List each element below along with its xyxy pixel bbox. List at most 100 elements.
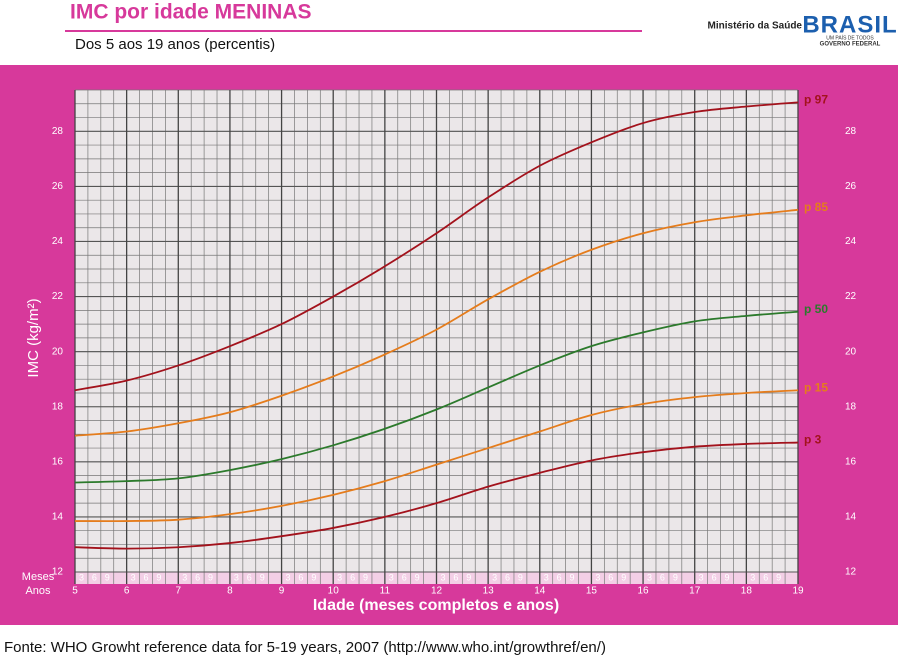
legend-label: p 97 [804,93,828,107]
month-label: 3 [286,572,291,582]
month-label: 9 [570,572,575,582]
percentile-line [74,208,799,437]
x-tick-label: 13 [483,586,495,597]
month-label: 9 [776,572,781,582]
logo-slogan: UM PAÍS DE TODOS [826,34,874,41]
y-tick-label-right: 14 [845,512,857,523]
x-tick-label: 19 [792,586,804,597]
month-label: 3 [389,572,394,582]
x-tick-label: 17 [689,586,701,597]
month-label: 9 [518,572,523,582]
x-tick-label: 5 [72,586,78,597]
month-label: 9 [311,572,316,582]
y-tick-label-right: 28 [845,126,857,137]
month-label: 3 [492,572,497,582]
month-label: 3 [234,572,239,582]
legend-label: p 15 [804,380,828,394]
y-axis-label: IMC (kg/m²) [25,298,42,377]
x-tick-label: 10 [328,586,340,597]
month-label: 6 [92,572,97,582]
legend-label: p 85 [804,200,828,214]
y-tick-label: 14 [52,512,64,523]
month-label: 9 [156,572,161,582]
month-label: 9 [621,572,626,582]
chart-subtitle: Dos 5 aos 19 anos (percentis) [75,36,275,53]
month-label: 3 [544,572,549,582]
month-label: 6 [505,572,510,582]
month-label: 3 [699,572,704,582]
year-row-label: Anos [25,585,51,597]
marks: p 97 p 85 p 50 p 15 p 3 [74,93,828,550]
logo-government: GOVERNO FEDERAL [820,42,881,48]
percentile-line [74,310,799,484]
month-label: 9 [466,572,471,582]
month-label: 9 [363,572,368,582]
month-label: 3 [647,572,652,582]
month-label: 3 [131,572,136,582]
y-tick-label: 20 [52,346,64,357]
y-tick-label: 24 [52,236,64,247]
x-tick-label: 12 [431,586,443,597]
month-label: 3 [440,572,445,582]
x-tick-label: 7 [176,586,182,597]
logo-brand: BRASIL [802,11,897,38]
month-label: 6 [712,572,717,582]
month-label: 9 [673,572,678,582]
month-label: 6 [350,572,355,582]
month-row-label: Meses [22,571,55,583]
month-label: 9 [724,572,729,582]
y-tick-label-right: 20 [845,346,857,357]
month-label: 3 [750,572,755,582]
y-tick-label-right: 18 [845,401,857,412]
month-label: 3 [182,572,187,582]
y-tick-label-right: 26 [845,181,857,192]
month-label: 9 [208,572,213,582]
month-label: 6 [608,572,613,582]
x-tick-label: 16 [638,586,650,597]
x-tick-label: 18 [741,586,753,597]
month-label: 6 [195,572,200,582]
x-tick-label: 6 [124,586,130,597]
legend-label: p 3 [804,433,822,447]
month-label: 6 [557,572,562,582]
y-tick-label: 22 [52,291,64,302]
x-tick-label: 11 [380,586,391,597]
y-tick-label: 12 [52,567,64,578]
x-tick-label: 15 [586,586,598,597]
month-label: 6 [660,572,665,582]
y-tick-label-right: 24 [845,236,857,247]
month-label: 3 [337,572,342,582]
y-tick-label: 16 [52,456,64,467]
month-label: 6 [247,572,252,582]
y-tick-label-right: 22 [845,291,857,302]
chart-title: IMC por idade MENINAS [70,1,312,24]
month-label: 6 [453,572,458,582]
y-tick-label: 26 [52,181,64,192]
y-tick-label: 28 [52,126,64,137]
x-tick-label: 9 [279,586,285,597]
month-label: 9 [415,572,420,582]
x-axis-label: Idade (meses completos e anos) [313,597,559,614]
month-label: 6 [763,572,768,582]
month-label: 9 [105,572,110,582]
month-label: 3 [79,572,84,582]
percentile-line [74,441,799,550]
x-tick-label: 8 [227,586,233,597]
y-tick-label-right: 16 [845,456,857,467]
percentile-line [74,389,799,523]
x-tick-label: 14 [534,586,546,597]
logo-ministry: Ministério da Saúde [708,21,803,32]
source: Fonte: WHO Growht reference data for 5-1… [4,639,606,656]
legend-label: p 50 [804,302,828,316]
month-label: 6 [298,572,303,582]
month-label: 6 [144,572,149,582]
percentile-line [74,101,799,392]
month-label: 9 [260,572,265,582]
month-label: 6 [402,572,407,582]
y-tick-label-right: 12 [845,567,857,578]
month-label: 3 [595,572,600,582]
y-tick-label: 18 [52,401,64,412]
